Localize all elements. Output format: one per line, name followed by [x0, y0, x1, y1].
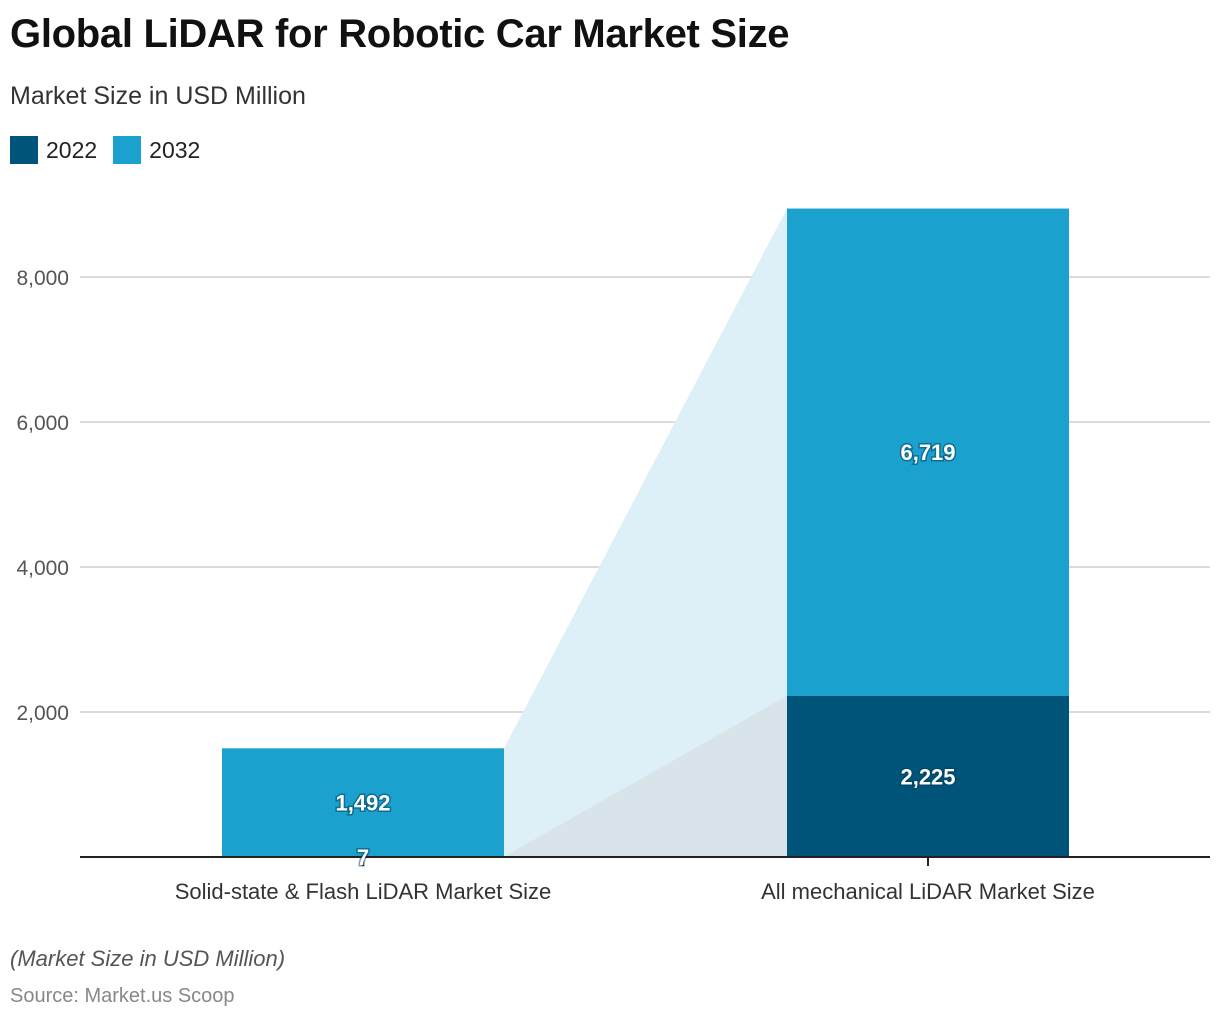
data-label: 2,225	[900, 764, 955, 789]
bar-2022-1	[787, 695, 1069, 857]
legend-label-2022: 2022	[46, 136, 98, 163]
chart-title: Global LiDAR for Robotic Car Market Size	[10, 12, 790, 56]
connector-band-2022	[504, 695, 787, 857]
chart-subtitle: Market Size in USD Million	[10, 82, 306, 110]
connector-band-2032	[504, 208, 787, 857]
data-label: 1,492	[335, 790, 390, 815]
data-label: 6,719	[900, 440, 955, 465]
legend-swatch-2022	[10, 136, 38, 164]
x-tick-label: Solid-state & Flash LiDAR Market Size	[175, 879, 552, 904]
x-tick-label: All mechanical LiDAR Market Size	[761, 879, 1095, 904]
legend: 2022 2032	[10, 136, 216, 164]
bar-2032-0	[222, 748, 504, 857]
y-tick-label: 6,000	[16, 412, 69, 435]
y-tick-label: 8,000	[16, 267, 69, 290]
legend-label-2032: 2032	[149, 136, 201, 163]
legend-swatch-2032	[113, 136, 142, 164]
data-label: 7	[357, 845, 369, 870]
y-tick-label: 2,000	[16, 702, 69, 725]
legend-item-2032[interactable]: 2032	[113, 136, 200, 164]
legend-item-2022[interactable]: 2022	[10, 136, 97, 164]
y-tick-label: 4,000	[16, 557, 69, 580]
chart-source: Source: Market.us Scoop	[10, 985, 235, 1007]
chart-note: (Market Size in USD Million)	[10, 946, 286, 971]
bar-2032-1	[787, 208, 1069, 696]
